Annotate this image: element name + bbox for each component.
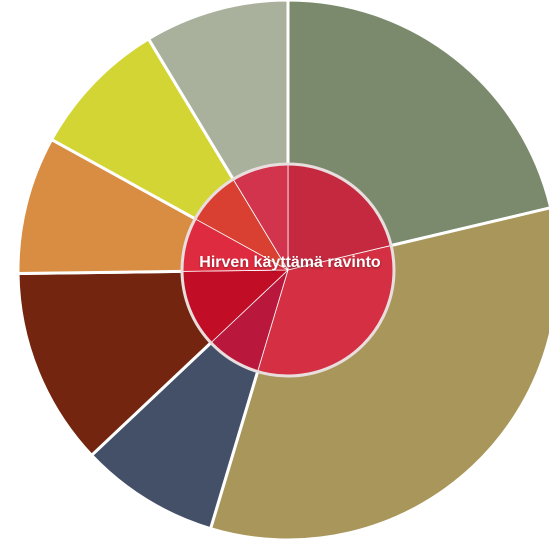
inner-ring bbox=[181, 163, 395, 377]
inner-ring-border bbox=[180, 162, 396, 378]
